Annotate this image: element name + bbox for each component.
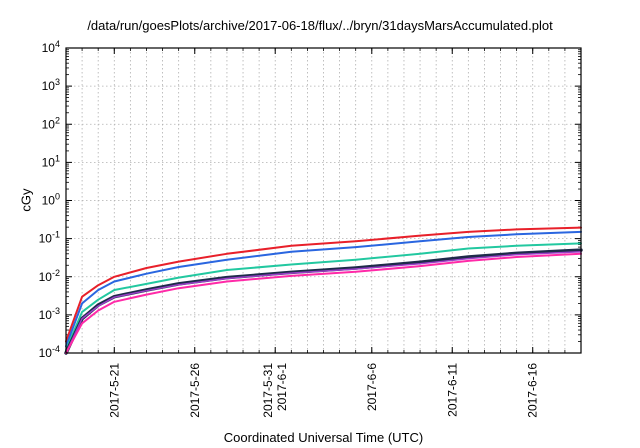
y-tick-label: 104 <box>42 39 60 55</box>
y-tick-label: 103 <box>42 77 60 93</box>
plot-frame <box>65 47 582 354</box>
y-tick-label: 102 <box>42 115 60 131</box>
series-line-1 <box>65 226 582 343</box>
x-tick-label: 2017-5-31 <box>261 363 275 418</box>
x-tick-label: 2017-6-6 <box>365 363 379 411</box>
x-tick-label: 2017-5-21 <box>107 363 121 418</box>
series-line-5 <box>65 251 582 354</box>
y-tick-label: 10-2 <box>39 268 60 284</box>
series-line-2 <box>65 230 582 348</box>
series-line-6 <box>65 252 582 354</box>
x-tick-label: 2017-6-16 <box>526 363 540 418</box>
series-line-4 <box>64 248 583 355</box>
x-tick-label: 2017-6-1 <box>275 363 289 411</box>
y-tick-label: 10-3 <box>39 306 60 322</box>
x-tick-label: 2017-6-11 <box>445 363 459 417</box>
y-tick-label: 100 <box>42 192 60 208</box>
x-axis-label: Coordinated Universal Time (UTC) <box>223 430 424 445</box>
y-tick-label: 101 <box>42 153 60 169</box>
chart-title: /data/run/goesPlots/archive/2017-06-18/f… <box>87 18 553 33</box>
series-line-3 <box>65 242 582 351</box>
y-tick-label: 10-4 <box>39 344 60 360</box>
x-tick-label: 2017-5-26 <box>188 363 202 418</box>
y-tick-label: 10-1 <box>39 230 60 246</box>
